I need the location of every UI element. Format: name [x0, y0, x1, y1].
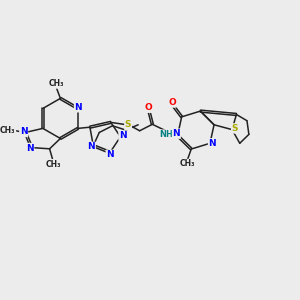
Text: N: N: [119, 131, 127, 140]
Text: N: N: [172, 129, 180, 138]
Text: N: N: [26, 144, 34, 153]
Text: N: N: [106, 150, 114, 159]
Text: S: S: [125, 120, 131, 129]
Text: O: O: [144, 103, 152, 112]
Text: CH₃: CH₃: [49, 79, 64, 88]
Text: N: N: [88, 142, 95, 152]
Text: N: N: [75, 103, 82, 112]
Text: S: S: [232, 124, 238, 133]
Text: O: O: [168, 98, 176, 107]
Text: CH₃: CH₃: [180, 159, 195, 168]
Text: N: N: [20, 128, 28, 136]
Text: NH: NH: [159, 130, 173, 139]
Text: N: N: [208, 139, 216, 148]
Text: CH₃: CH₃: [46, 160, 62, 169]
Text: CH₃: CH₃: [0, 126, 16, 135]
